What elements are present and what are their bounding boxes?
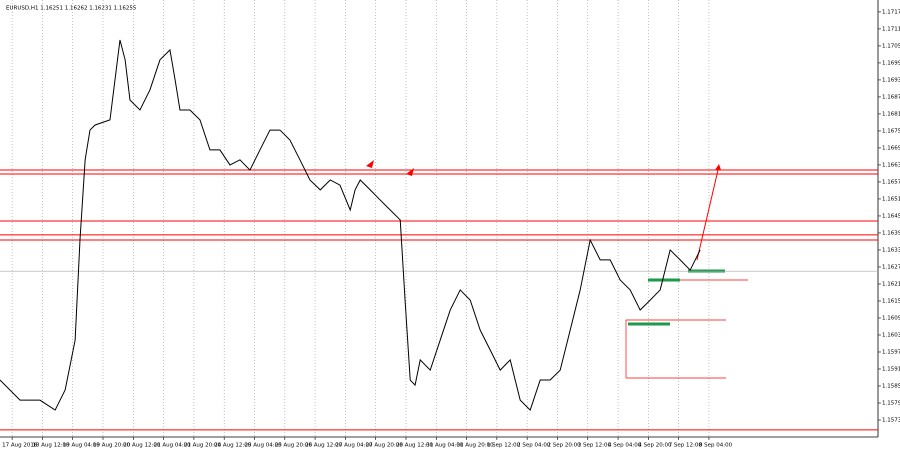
y-tick-label: 1.16270 <box>882 264 900 270</box>
x-tick-label: 8 Sep 04:00 <box>699 443 733 449</box>
x-tick-label: 18 Aug 12:00 <box>32 443 70 449</box>
x-tick-label: 25 Aug 04:00 <box>244 443 282 449</box>
x-tick-label: 4 Sep 20:00 <box>638 443 672 449</box>
x-tick-label: 25 Aug 20:00 <box>275 443 313 449</box>
x-tick-label: 21 Aug 04:00 <box>154 443 192 449</box>
y-tick-label: 1.16390 <box>882 230 900 236</box>
arrow <box>696 169 719 261</box>
y-tick-label: 1.16210 <box>882 281 900 287</box>
y-tick-label: 1.16810 <box>882 111 900 117</box>
y-tick-label: 1.16750 <box>882 128 900 134</box>
y-tick-label: 1.16690 <box>882 145 900 151</box>
y-tick-label: 1.16450 <box>882 213 900 219</box>
x-tick-label: 24 Aug 12:00 <box>214 443 252 449</box>
x-tick-label: 21 Aug 20:00 <box>184 443 222 449</box>
x-tick-label: 19 Aug 20:00 <box>93 443 131 449</box>
x-tick-label: 20 Aug 12:00 <box>123 443 161 449</box>
y-tick-label: 1.16930 <box>882 77 900 83</box>
y-tick-label: 1.17170 <box>882 9 900 15</box>
y-tick-label: 1.16150 <box>882 298 900 304</box>
y-tick-label: 1.16870 <box>882 94 900 100</box>
x-tick-label: 31 Aug 20:00 <box>457 443 495 449</box>
y-tick-label: 1.16330 <box>882 247 900 253</box>
y-tick-label: 1.16090 <box>882 315 900 321</box>
y-tick-label: 1.16510 <box>882 196 900 202</box>
y-tick-label: 1.16630 <box>882 162 900 168</box>
y-tick-label: 1.15970 <box>882 349 900 355</box>
y-tick-label: 1.16030 <box>882 332 900 338</box>
x-tick-label: 19 Aug 04:00 <box>63 443 101 449</box>
marker <box>366 160 374 168</box>
y-tick-label: 1.15850 <box>882 383 900 389</box>
x-tick-label: 27 Aug 20:00 <box>366 443 404 449</box>
x-tick-label: 27 Aug 04:00 <box>335 443 373 449</box>
chart-title: EURUSD,H1 1.16251 1.16262 1.16231 1.1625… <box>6 6 137 12</box>
x-tick-label: 17 Aug 2016 <box>2 443 38 449</box>
y-tick-label: 1.15910 <box>882 366 900 372</box>
price-line <box>0 39 701 411</box>
x-tick-label: 1 Sep 12:00 <box>487 443 521 449</box>
y-tick-label: 1.15790 <box>882 400 900 406</box>
x-tick-label: 31 Aug 04:00 <box>426 443 464 449</box>
x-tick-label: 2 Sep 04:00 <box>517 443 551 449</box>
x-tick-label: 2 Sep 20:00 <box>547 443 581 449</box>
x-tick-label: 7 Sep 12:00 <box>669 443 703 449</box>
y-tick-label: 1.15730 <box>882 417 900 423</box>
arrow-head <box>715 164 721 170</box>
x-tick-label: 28 Aug 12:00 <box>396 443 434 449</box>
x-tick-label: 3 Sep 12:00 <box>578 443 612 449</box>
x-tick-label: 4 Sep 04:00 <box>608 443 642 449</box>
y-tick-label: 1.17050 <box>882 43 900 49</box>
x-tick-label: 26 Aug 12:00 <box>305 443 343 449</box>
y-tick-label: 1.16990 <box>882 60 900 66</box>
y-tick-label: 1.17110 <box>882 26 900 32</box>
y-tick-label: 1.16570 <box>882 179 900 185</box>
